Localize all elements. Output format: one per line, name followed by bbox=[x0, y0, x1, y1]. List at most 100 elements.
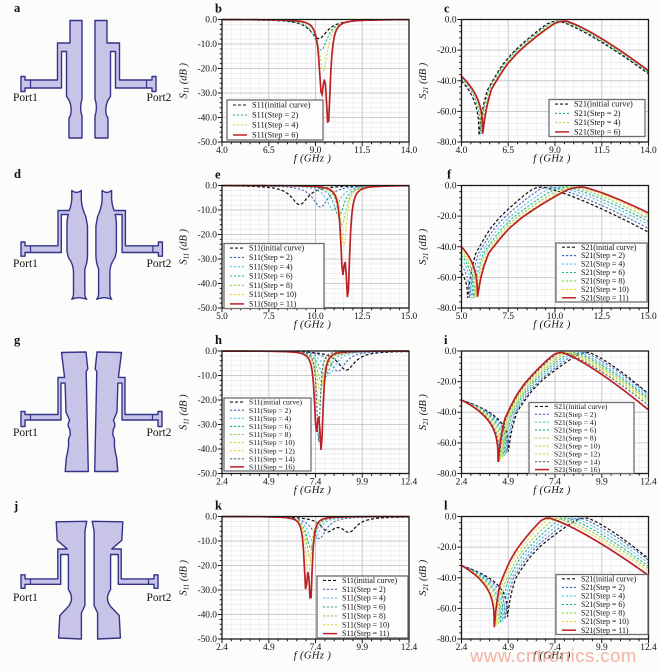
svg-text:f (GHz ): f (GHz ) bbox=[294, 320, 332, 331]
svg-text:Port2: Port2 bbox=[147, 592, 172, 604]
svg-text:9.9: 9.9 bbox=[596, 643, 608, 653]
svg-text:f (GHz ): f (GHz ) bbox=[533, 651, 571, 662]
svg-text:S11(Step = 2): S11(Step = 2) bbox=[249, 253, 293, 262]
svg-text:-80.0: -80.0 bbox=[437, 138, 457, 148]
svg-text:15.0: 15.0 bbox=[401, 312, 418, 322]
svg-text:Port2: Port2 bbox=[147, 258, 172, 270]
svg-text:-40.0: -40.0 bbox=[197, 280, 217, 290]
svg-text:Port2: Port2 bbox=[147, 427, 172, 439]
svg-text:S11(Step = 8): S11(Step = 8) bbox=[249, 281, 293, 290]
svg-text:-20.0: -20.0 bbox=[197, 396, 217, 406]
svg-text:-40.0: -40.0 bbox=[197, 445, 217, 455]
svg-text:12.4: 12.4 bbox=[401, 643, 418, 653]
svg-text:10.0: 10.0 bbox=[307, 312, 324, 322]
svg-text:S11(initial curve): S11(initial curve) bbox=[249, 398, 303, 407]
svg-text:S21(Step = 10): S21(Step = 10) bbox=[581, 617, 629, 626]
svg-text:S11(Step = 12): S11(Step = 12) bbox=[249, 446, 295, 455]
svg-text:d: d bbox=[14, 167, 21, 181]
svg-text:i: i bbox=[444, 333, 448, 347]
svg-text:f (GHz ): f (GHz ) bbox=[533, 154, 571, 165]
svg-text:9.0: 9.0 bbox=[549, 146, 561, 156]
svg-text:-50.0: -50.0 bbox=[197, 138, 217, 148]
svg-text:6.5: 6.5 bbox=[263, 146, 275, 156]
svg-text:S11 (dB ): S11 (dB ) bbox=[179, 228, 191, 264]
svg-text:-40.0: -40.0 bbox=[437, 574, 457, 584]
svg-text:S11(Step = 6): S11(Step = 6) bbox=[249, 272, 293, 281]
svg-text:12.4: 12.4 bbox=[401, 478, 418, 488]
svg-text:S11(Step = 6): S11(Step = 6) bbox=[342, 603, 386, 612]
svg-text:www.cntronics.com: www.cntronics.com bbox=[469, 645, 637, 666]
svg-text:S11(Step = 4): S11(Step = 4) bbox=[249, 262, 293, 271]
svg-text:l: l bbox=[444, 499, 448, 513]
svg-text:-80.0: -80.0 bbox=[437, 304, 457, 314]
svg-text:S11(Step = 8): S11(Step = 8) bbox=[342, 612, 386, 621]
svg-text:f (GHz ): f (GHz ) bbox=[294, 485, 332, 496]
svg-text:S21(Step = 10): S21(Step = 10) bbox=[554, 442, 601, 451]
svg-text:S11(Step = 6): S11(Step = 6) bbox=[249, 422, 291, 431]
svg-text:f (GHz ): f (GHz ) bbox=[294, 651, 332, 662]
svg-text:-30.0: -30.0 bbox=[197, 255, 217, 265]
svg-text:S21(Step = 4): S21(Step = 4) bbox=[581, 260, 625, 269]
svg-text:S21(Step = 6): S21(Step = 6) bbox=[581, 600, 625, 609]
svg-text:S11(Step = 11): S11(Step = 11) bbox=[249, 300, 297, 309]
svg-text:7.4: 7.4 bbox=[549, 643, 561, 653]
svg-text:15.0: 15.0 bbox=[640, 312, 657, 322]
svg-text:-60.0: -60.0 bbox=[437, 604, 457, 614]
svg-text:-80.0: -80.0 bbox=[437, 470, 457, 480]
svg-text:-60.0: -60.0 bbox=[437, 273, 457, 283]
svg-text:Port1: Port1 bbox=[13, 92, 38, 104]
svg-text:S21(Step = 8): S21(Step = 8) bbox=[581, 609, 625, 618]
svg-text:11.5: 11.5 bbox=[594, 146, 610, 156]
svg-text:S11(Step = 16): S11(Step = 16) bbox=[249, 463, 295, 472]
svg-text:12.4: 12.4 bbox=[640, 478, 657, 488]
svg-text:S21(Step = 8): S21(Step = 8) bbox=[554, 434, 597, 443]
svg-text:-40.0: -40.0 bbox=[437, 408, 457, 418]
svg-text:S21(Step = 6): S21(Step = 6) bbox=[554, 426, 597, 435]
svg-text:S11(initial curve): S11(initial curve) bbox=[342, 576, 398, 585]
svg-text:S11(Step = 8): S11(Step = 8) bbox=[249, 430, 291, 439]
svg-text:-20.0: -20.0 bbox=[437, 378, 457, 388]
svg-text:S21(Step = 2): S21(Step = 2) bbox=[581, 251, 625, 260]
svg-text:4.9: 4.9 bbox=[263, 643, 275, 653]
svg-text:0.0: 0.0 bbox=[445, 513, 457, 523]
svg-text:S11(Step = 4): S11(Step = 4) bbox=[252, 121, 298, 130]
svg-text:S21(Step = 12): S21(Step = 12) bbox=[554, 449, 601, 458]
svg-text:k: k bbox=[215, 499, 222, 513]
svg-text:S11(Step = 4): S11(Step = 4) bbox=[249, 414, 291, 423]
svg-text:4.9: 4.9 bbox=[502, 643, 514, 653]
svg-text:-40.0: -40.0 bbox=[437, 243, 457, 253]
svg-text:S11(Step = 14): S11(Step = 14) bbox=[249, 454, 295, 463]
svg-text:10.0: 10.0 bbox=[547, 312, 564, 322]
svg-text:0.0: 0.0 bbox=[445, 347, 457, 357]
svg-text:4.0: 4.0 bbox=[216, 146, 228, 156]
svg-text:S21(Step = 4): S21(Step = 4) bbox=[574, 118, 621, 127]
svg-text:-20.0: -20.0 bbox=[437, 212, 457, 222]
svg-text:0.0: 0.0 bbox=[205, 182, 217, 192]
svg-text:c: c bbox=[444, 2, 450, 16]
svg-text:7.5: 7.5 bbox=[263, 312, 275, 322]
svg-text:-50.0: -50.0 bbox=[197, 470, 217, 480]
svg-text:2.4: 2.4 bbox=[216, 478, 228, 488]
svg-text:S11 (dB ): S11 (dB ) bbox=[179, 62, 191, 98]
svg-text:S21(Step = 11): S21(Step = 11) bbox=[581, 626, 629, 635]
svg-text:9.0: 9.0 bbox=[310, 146, 322, 156]
svg-text:S21(Step = 2): S21(Step = 2) bbox=[574, 109, 621, 118]
svg-text:h: h bbox=[215, 333, 222, 347]
svg-text:S21(Step = 8): S21(Step = 8) bbox=[581, 277, 625, 286]
svg-text:S21(Step = 14): S21(Step = 14) bbox=[554, 457, 601, 466]
svg-text:Port1: Port1 bbox=[13, 592, 38, 604]
svg-text:7.5: 7.5 bbox=[502, 312, 514, 322]
svg-text:0.0: 0.0 bbox=[445, 16, 457, 26]
svg-text:S21(Step = 2): S21(Step = 2) bbox=[581, 583, 625, 592]
svg-text:f: f bbox=[447, 168, 452, 182]
svg-text:S11 (dB ): S11 (dB ) bbox=[179, 559, 191, 595]
svg-text:14.0: 14.0 bbox=[401, 146, 418, 156]
svg-text:5.0: 5.0 bbox=[456, 312, 468, 322]
svg-text:7.4: 7.4 bbox=[310, 478, 322, 488]
svg-text:-30.0: -30.0 bbox=[197, 421, 217, 431]
svg-text:-20.0: -20.0 bbox=[437, 46, 457, 56]
svg-text:-60.0: -60.0 bbox=[437, 107, 457, 117]
svg-text:S11(Step = 2): S11(Step = 2) bbox=[252, 111, 298, 120]
svg-text:7.4: 7.4 bbox=[549, 478, 561, 488]
svg-text:-20.0: -20.0 bbox=[197, 231, 217, 241]
